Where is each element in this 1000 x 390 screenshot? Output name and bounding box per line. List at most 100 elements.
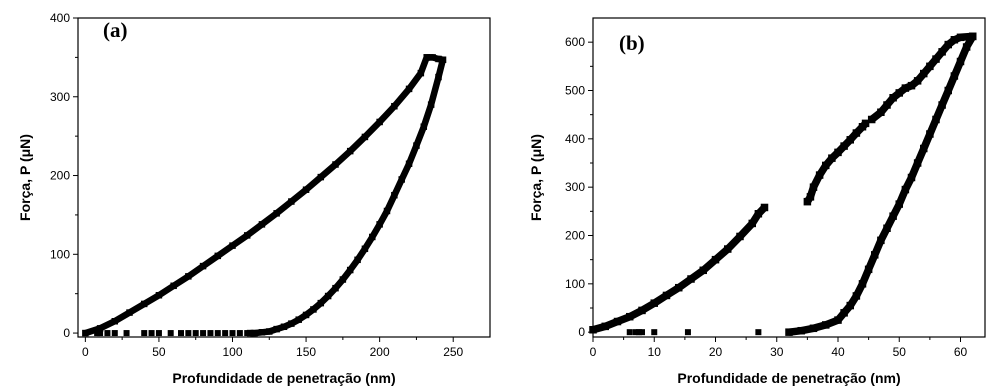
data-point [236, 330, 243, 337]
y-tick-label: 0 [63, 326, 70, 340]
data-point [413, 142, 420, 149]
data-point [822, 321, 830, 329]
data-point [809, 324, 818, 333]
data-point [867, 115, 876, 124]
data-point [834, 316, 842, 324]
data-point [104, 330, 111, 337]
data-point [243, 232, 251, 239]
x-tick-label: 50 [152, 345, 166, 359]
data-point [626, 312, 634, 321]
data-point [207, 330, 214, 337]
x-tick-label: 50 [893, 345, 907, 359]
data-point [398, 176, 405, 183]
data-point [140, 300, 148, 308]
data-point [938, 101, 946, 109]
y-axis-title: Força, P (μN) [528, 134, 544, 221]
x-tick-label: 0 [82, 345, 89, 359]
chart-panel-a: 0 50 100 150 200 250 0 100 200 300 400 Profundidade… [17, 11, 491, 386]
data-point [155, 330, 162, 337]
data-point [435, 55, 442, 63]
data-point [889, 212, 897, 220]
data-point [273, 325, 280, 333]
y-tick-label: 200 [50, 169, 70, 183]
y-tick-label: 0 [578, 325, 585, 339]
data-point [846, 136, 854, 144]
data-point [932, 55, 940, 63]
data-point [711, 255, 720, 264]
data-point [324, 292, 332, 300]
data-point [815, 171, 824, 179]
data-point [926, 62, 934, 71]
data-point [803, 197, 812, 206]
data-point [760, 203, 769, 212]
data-point [638, 306, 646, 315]
data-point [861, 119, 870, 128]
data-point [214, 252, 222, 260]
data-point [435, 73, 442, 81]
data-point [889, 94, 897, 102]
data-point [200, 330, 207, 337]
data-point [840, 309, 848, 317]
data-point [724, 245, 732, 253]
data-point [871, 251, 879, 259]
y-tick-label: 100 [565, 277, 585, 291]
data-point [846, 301, 854, 310]
data-point [280, 323, 288, 331]
data-point [650, 299, 658, 307]
data-point [332, 161, 339, 168]
data-point [938, 48, 946, 56]
data-point [354, 256, 361, 264]
data-point [111, 330, 118, 337]
data-point [229, 330, 236, 337]
data-point [956, 33, 965, 42]
data-point [956, 57, 965, 66]
data-point [651, 329, 658, 336]
y-tick-label: 400 [565, 132, 585, 146]
data-point [822, 161, 830, 170]
data-point [302, 186, 310, 193]
x-axis-title: Profundidade de penetração (nm) [677, 370, 900, 386]
data-point [675, 283, 683, 292]
data-point [123, 330, 130, 337]
data-point [185, 273, 192, 280]
x-tick-label: 60 [954, 345, 968, 359]
data-point [258, 329, 266, 336]
data-point [626, 329, 633, 336]
data-point [969, 32, 977, 41]
data-point [797, 326, 805, 335]
data-point [613, 317, 622, 326]
y-axis-title: Força, P (μN) [17, 134, 33, 221]
data-point [417, 69, 425, 77]
y-tick-label: 100 [50, 247, 70, 261]
data-point [699, 266, 707, 275]
data-point [589, 326, 597, 334]
data-point [806, 193, 815, 201]
data-point [155, 292, 163, 299]
data-point [950, 72, 959, 80]
x-tick-label: 200 [370, 345, 390, 359]
data-point [167, 330, 174, 337]
data-point [864, 265, 873, 274]
data-point [429, 54, 436, 61]
x-tick-label: 150 [296, 345, 316, 359]
data-point [736, 232, 744, 241]
data-point [229, 242, 236, 249]
x-tick-label: 20 [709, 345, 723, 359]
y-tick-label: 600 [565, 35, 585, 49]
data-point [944, 86, 952, 95]
y-tick-label: 500 [565, 84, 585, 98]
data-point [170, 282, 177, 290]
data-point [639, 329, 645, 336]
data-point [266, 328, 273, 335]
data-point [192, 330, 199, 337]
data-point [754, 210, 763, 218]
data-point [852, 129, 861, 137]
data-point [907, 81, 916, 90]
data-point [828, 154, 836, 162]
data-point [126, 309, 133, 316]
data-point [877, 236, 885, 245]
data-point [244, 330, 251, 337]
x-tick-label: 30 [770, 345, 784, 359]
data-point [332, 284, 339, 292]
data-point [361, 245, 369, 253]
